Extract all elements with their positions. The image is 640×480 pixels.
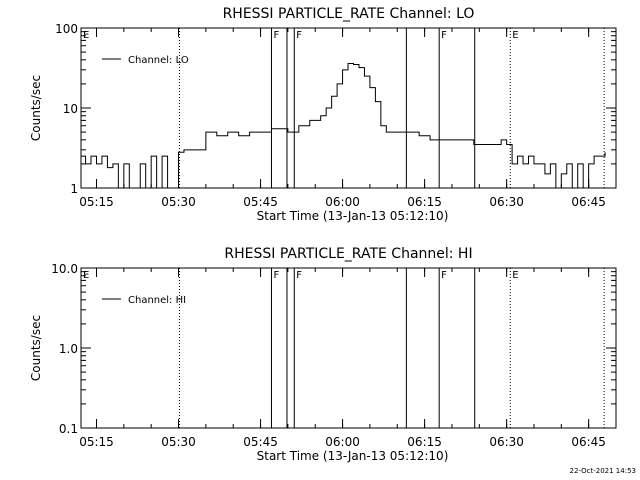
x-tick-label: 05:45 [243, 195, 278, 209]
footer-timestamp: 22-Oct-2021 14:53 [569, 467, 636, 475]
x-tick-label: 05:15 [79, 435, 114, 449]
x-tick-label: 06:00 [325, 435, 360, 449]
chart-title: RHESSI PARTICLE_RATE Channel: LO [223, 6, 475, 22]
time-marker-label: F [296, 270, 302, 281]
time-marker-label: F [441, 30, 447, 41]
time-marker-label: E [512, 30, 518, 41]
x-tick-label: 06:30 [489, 195, 524, 209]
time-marker-label: F [273, 270, 279, 281]
y-axis-title: Counts/sec [29, 315, 43, 381]
y-axis-title: Counts/sec [29, 75, 43, 141]
x-tick-label: 05:45 [243, 435, 278, 449]
x-tick-label: 06:30 [489, 435, 524, 449]
x-tick-label: 06:15 [407, 195, 442, 209]
plot-frame [80, 267, 617, 429]
x-tick-label: 06:45 [571, 435, 606, 449]
y-tick-label: 1 [70, 182, 78, 196]
x-axis-title: Start Time (13-Jan-13 05:12:10) [257, 209, 449, 223]
legend-label: Channel: LO [128, 55, 189, 66]
time-marker-label: E [83, 270, 89, 281]
legend-label: Channel: HI [128, 295, 186, 306]
x-axis-title: Start Time (13-Jan-13 05:12:10) [257, 449, 449, 463]
y-tick-label: 1.0 [59, 342, 78, 356]
x-tick-label: 05:30 [161, 195, 196, 209]
time-marker-label: F [441, 270, 447, 281]
x-tick-label: 05:30 [161, 435, 196, 449]
x-tick-label: 06:15 [407, 435, 442, 449]
x-tick-label: 06:00 [325, 195, 360, 209]
time-marker-label: E [512, 270, 518, 281]
time-marker-label: F [296, 30, 302, 41]
y-tick-label: 0.1 [59, 422, 78, 436]
chart-title: RHESSI PARTICLE_RATE Channel: HI [224, 246, 472, 262]
chart-panel-2: RHESSI PARTICLE_RATE Channel: HI 05:15 05:… [29, 246, 617, 463]
y-tick-label: 10 [63, 102, 78, 116]
y-tick-label: 100 [55, 22, 78, 36]
time-marker-label: E [83, 30, 89, 41]
y-tick-label: 10.0 [51, 262, 78, 276]
x-tick-label: 05:15 [79, 195, 114, 209]
chart-panel-1: RHESSI PARTICLE_RATE Channel: LO 05:15 05:… [29, 6, 617, 223]
series-line [81, 62, 606, 188]
x-tick-label: 06:45 [571, 195, 606, 209]
time-marker-label: F [273, 30, 279, 41]
